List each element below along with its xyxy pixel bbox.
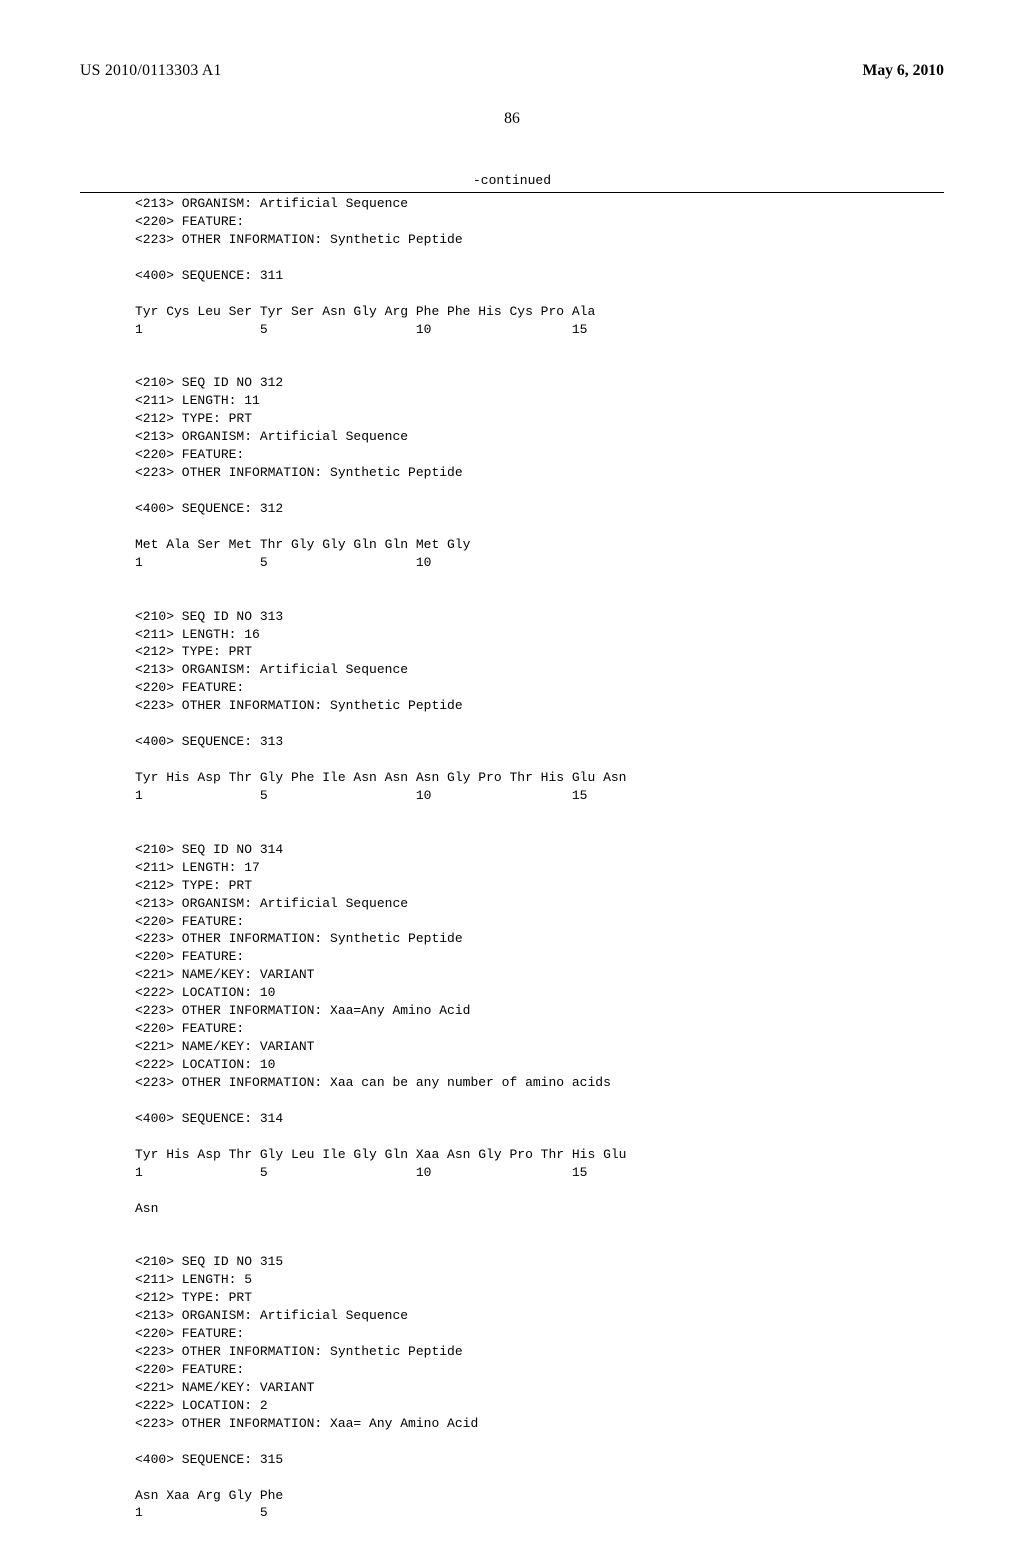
publication-date: May 6, 2010 [863,62,944,80]
page-number: 86 [80,110,944,128]
horizontal-rule [80,192,944,193]
continued-label: -continued [80,173,944,188]
sequence-listing-body: <213> ORGANISM: Artificial Sequence <220… [80,195,944,1522]
page-header: US 2010/0113303 A1 May 6, 2010 [80,62,944,80]
patent-page: US 2010/0113303 A1 May 6, 2010 86 -conti… [0,0,1024,1562]
publication-number: US 2010/0113303 A1 [80,62,222,80]
